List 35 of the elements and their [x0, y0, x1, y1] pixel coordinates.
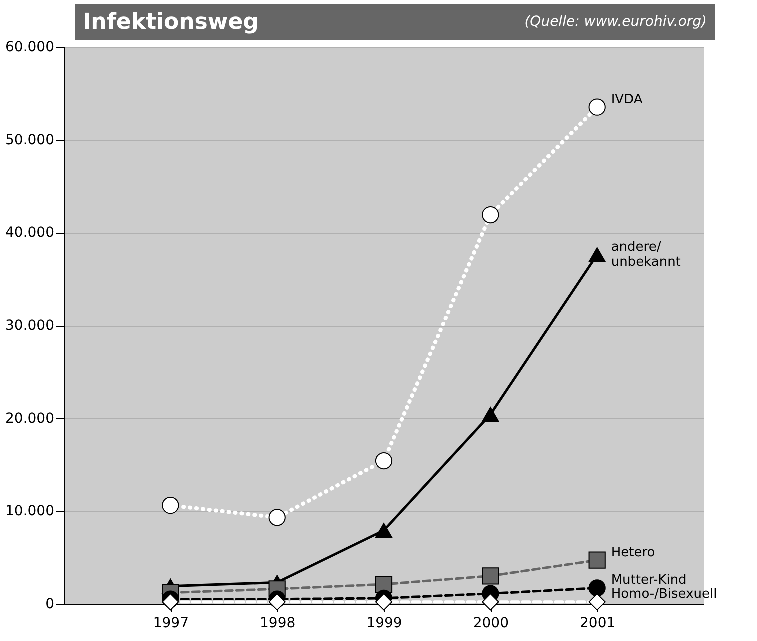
- series-label: Homo-/Bisexuell: [611, 587, 718, 602]
- point: [588, 247, 606, 262]
- point: [162, 594, 180, 611]
- series-label: Mutter-Kind: [611, 573, 687, 588]
- series-label: andere/ unbekannt: [611, 240, 681, 270]
- y-tick-label: 30.000: [6, 318, 54, 334]
- y-tick-label: 40.000: [6, 225, 54, 242]
- x-tick-label: 1998: [260, 616, 296, 632]
- point: [268, 594, 286, 611]
- series-label: Hetero: [611, 545, 656, 560]
- x-tick-label: 1997: [153, 616, 189, 632]
- point: [375, 452, 393, 470]
- point: [375, 594, 393, 611]
- x-tick-label: 1999: [366, 616, 402, 632]
- y-tick-label: 60.000: [6, 40, 54, 56]
- point: [482, 594, 500, 611]
- y-tick-label: 50.000: [6, 132, 54, 148]
- point: [162, 497, 180, 514]
- point: [268, 509, 286, 526]
- point: [482, 407, 500, 422]
- x-tick-label: 2000: [473, 616, 509, 632]
- y-tick-label: 20.000: [6, 410, 54, 427]
- y-tick-label: 0: [46, 596, 54, 612]
- point: [482, 568, 500, 585]
- point: [375, 523, 393, 538]
- y-tick-label: 10.000: [6, 504, 54, 520]
- point: [588, 594, 606, 611]
- point: [588, 552, 606, 569]
- series-label: IVDA: [611, 92, 643, 108]
- point: [588, 580, 606, 597]
- chart-title: Infektionsweg: [83, 10, 259, 34]
- x-tick-label: 2001: [580, 616, 616, 632]
- point: [482, 206, 500, 224]
- text: (Quelle: www.eurohiv.org): [524, 14, 707, 30]
- point: [588, 98, 606, 116]
